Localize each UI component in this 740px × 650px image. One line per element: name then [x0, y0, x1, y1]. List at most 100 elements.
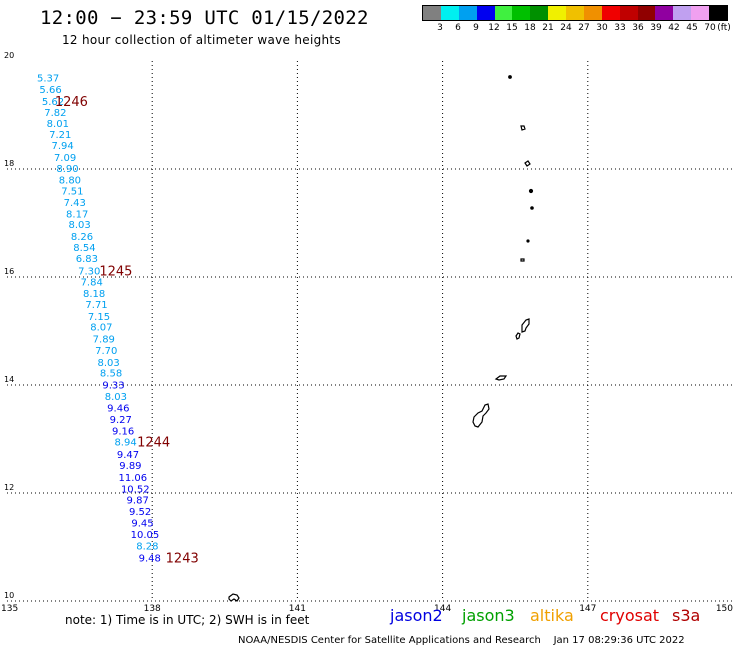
swh-value: 7.15: [88, 312, 110, 323]
island-guam: [472, 403, 490, 428]
legend-altika: altika: [530, 606, 574, 625]
lat-label: 16: [4, 267, 14, 276]
swh-value: 8.58: [100, 369, 122, 380]
time-marker: 1243: [166, 551, 199, 566]
swh-value: 9.16: [112, 426, 134, 437]
swh-value: 7.21: [49, 130, 71, 141]
swh-value: 8.03: [105, 392, 127, 403]
swh-value: 9.27: [110, 415, 132, 426]
color-scale-label: 42: [668, 23, 680, 33]
island-alamagan: [526, 239, 530, 243]
swh-value: 6.83: [76, 254, 98, 265]
color-swatch: [601, 6, 620, 20]
swh-value: 7.94: [52, 141, 74, 152]
swh-value: 9.48: [139, 553, 161, 564]
swh-value: 7.30: [78, 267, 100, 278]
swh-value: 8.18: [83, 289, 105, 300]
color-scale-label: 6: [455, 23, 461, 33]
island-tinian: [515, 332, 521, 340]
swh-value: 7.43: [64, 198, 86, 209]
lat-label: 14: [4, 375, 14, 384]
island-guguan: [520, 258, 525, 262]
color-scale-label: 36: [632, 23, 644, 33]
color-scale-label: 24: [560, 23, 572, 33]
swh-value: 7.51: [61, 187, 83, 198]
swh-value: 9.46: [107, 404, 129, 415]
swh-value: 7.84: [81, 277, 103, 288]
color-swatch: [548, 6, 566, 20]
color-swatch: [691, 6, 709, 20]
color-scale-label: 70: [704, 23, 716, 33]
credit-line: NOAA/NESDIS Center for Satellite Applica…: [238, 635, 685, 646]
track-points: 5.375.665.627.828.017.217.947.098.908.80…: [37, 74, 161, 565]
island-farallon-de-pajaros: [508, 75, 512, 79]
swh-value: 5.37: [37, 74, 59, 85]
time-marker: 1246: [55, 95, 88, 110]
color-scale-label: 27: [578, 23, 590, 33]
color-swatch: [530, 6, 549, 20]
color-swatch: [494, 6, 513, 20]
swh-value: 7.89: [93, 335, 115, 346]
swh-value: 8.28: [136, 541, 158, 552]
color-swatch: [458, 6, 477, 20]
island-pagan: [530, 206, 534, 210]
color-swatch: [655, 6, 674, 20]
page-subtitle: 12 hour collection of altimeter wave hei…: [62, 33, 341, 47]
swh-value: 5.66: [39, 85, 61, 96]
swh-value: 7.09: [54, 153, 76, 164]
color-scale-unit: (ft): [717, 23, 731, 33]
lon-label: 147: [579, 604, 596, 614]
swh-value: 11.06: [119, 473, 148, 484]
legend-jason2: jason2: [390, 606, 443, 625]
color-swatch: [423, 6, 441, 20]
legend-jason3: jason3: [462, 606, 515, 625]
color-swatch: [476, 6, 495, 20]
color-swatch: [619, 6, 638, 20]
swh-value: 5.62: [42, 97, 64, 108]
lon-label: 138: [144, 604, 161, 614]
swh-value: 7.70: [95, 346, 117, 357]
swh-value: 9.89: [119, 461, 141, 472]
swh-value: 7.82: [44, 108, 66, 119]
color-scale-label: 39: [650, 23, 662, 33]
island-rota: [494, 375, 508, 381]
lat-label: 12: [4, 483, 14, 492]
swh-value: 8.17: [66, 209, 88, 220]
lon-label: 144: [434, 604, 451, 614]
color-scale-label: 3: [437, 23, 443, 33]
color-scale-label: 15: [506, 23, 518, 33]
lat-label: 18: [4, 159, 14, 168]
swh-value: 9.87: [127, 495, 149, 506]
swh-value: 10.52: [121, 485, 150, 496]
swh-value: 8.94: [114, 438, 136, 449]
credit-text: NOAA/NESDIS Center for Satellite Applica…: [238, 635, 541, 646]
legend-cryosat: cryosat: [600, 606, 660, 625]
lon-label: 135: [1, 604, 18, 614]
page-title: 12:00 − 23:59 UTC 01/15/2022: [40, 7, 369, 29]
color-scale-label: 45: [686, 23, 698, 33]
swh-value: 8.03: [98, 358, 120, 369]
swh-value: 8.03: [68, 220, 90, 231]
color-swatch: [709, 6, 727, 20]
map-grid: 20 18 16 14 12 10 135 138 141 144 147 150: [1, 51, 733, 614]
swh-value: 10.05: [131, 530, 160, 541]
color-swatch: [583, 6, 602, 20]
color-swatch: [512, 6, 531, 20]
color-scale-label: 30: [596, 23, 608, 33]
time-marker: 1245: [99, 265, 132, 280]
swh-value: 7.71: [85, 300, 107, 311]
lon-label: 141: [289, 604, 306, 614]
island-yap: [228, 593, 240, 602]
swh-value: 9.52: [129, 507, 151, 518]
swh-value: 8.07: [90, 323, 112, 334]
swh-value: 9.33: [102, 380, 124, 391]
time-marker: 1244: [137, 436, 170, 451]
color-swatch: [566, 6, 584, 20]
swh-value: 9.45: [131, 519, 153, 530]
color-scale-labels: 3 6 9 12 15 18 21 24 27 30 33 36 39 42 45 70 (ft): [422, 21, 731, 35]
swh-value: 8.80: [59, 175, 81, 186]
color-swatch: [440, 6, 459, 20]
island-agrihan: [528, 188, 534, 194]
color-scale-label: 33: [614, 23, 626, 33]
